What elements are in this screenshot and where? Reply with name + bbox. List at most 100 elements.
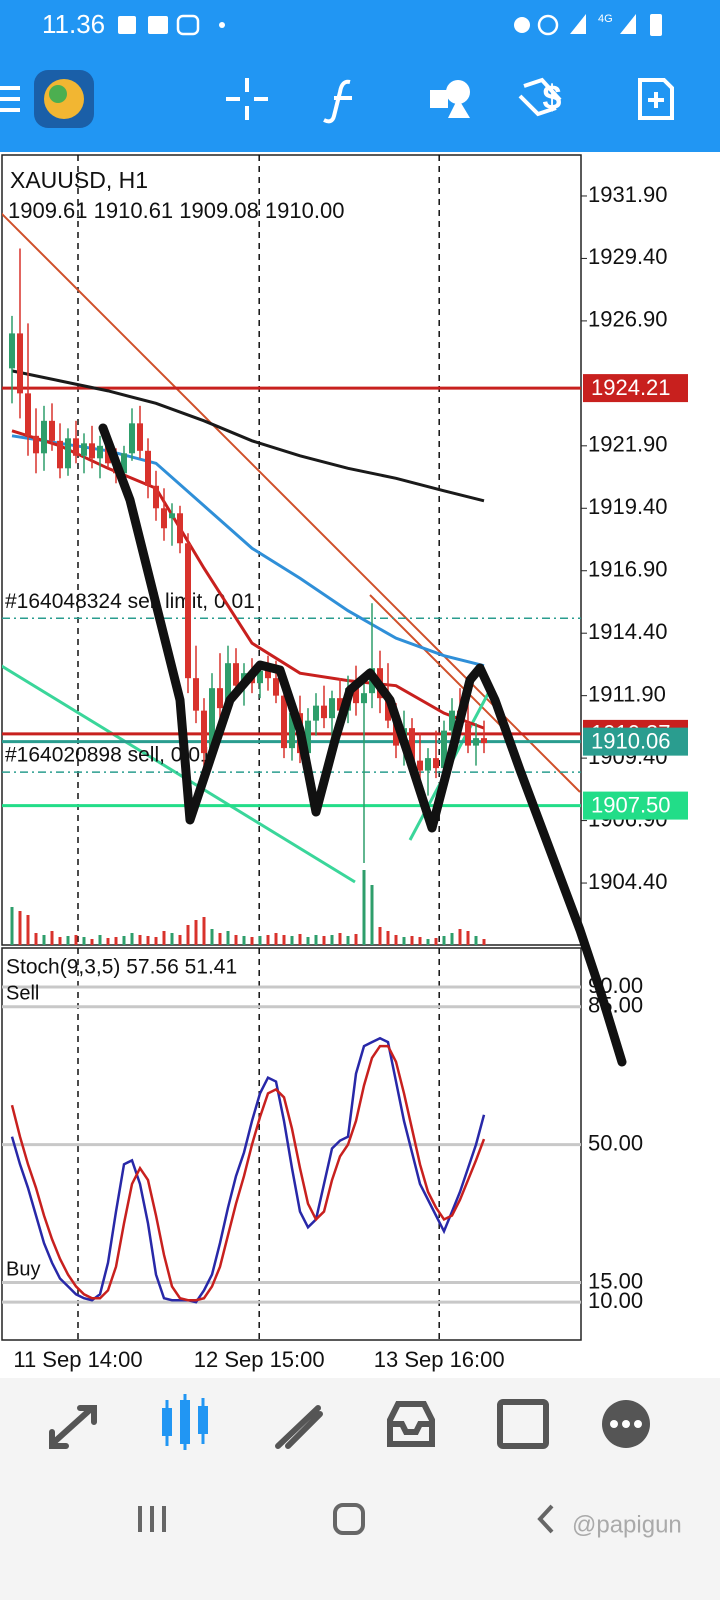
volume-bar [434,938,438,945]
volume-bar [50,931,54,945]
tab-icons[interactable] [49,1399,549,1449]
y-tick-label: 1931.90 [588,182,668,207]
system-nav[interactable] [138,1503,554,1535]
volume-bar [410,936,414,945]
candle-body [449,710,455,731]
x-tick-label: 12 Sep 15:00 [194,1347,325,1372]
volume-bar [418,937,422,945]
candle-body [161,508,167,529]
volume-bar [154,937,158,945]
price-tag [583,727,688,756]
volume-bar [18,911,22,945]
trade-icon[interactable]: $ [543,79,562,117]
candle-body [361,693,367,704]
candle-body [9,333,15,369]
candle-body [289,713,295,749]
candle-body [441,730,447,769]
candle-body [353,688,359,704]
volume-bar [482,939,486,945]
volume-bar [138,935,142,945]
candle-body [25,393,31,436]
volume-bar [266,935,270,945]
network-label: 4G [598,13,613,25]
volume-bar [10,907,14,945]
hand-drawing [98,423,627,1067]
candle-body [257,670,263,684]
volume-bar [98,935,102,945]
volume-bar [122,936,126,945]
candle-body [433,758,439,769]
volume-bar [186,925,190,945]
volume-bar [330,935,334,945]
volume-bar [314,935,318,945]
candle-body [265,670,271,679]
candle-body [57,440,63,469]
candle-body [73,438,79,456]
volume-bar [58,937,62,945]
candle-body [105,445,111,464]
volume-bar [82,937,86,945]
x-tick-label: 11 Sep 14:00 [13,1347,142,1372]
stoch-line [10,1044,486,1302]
status-time: 11.36 [42,9,105,39]
y-tick-label: 1911.90 [588,681,666,706]
volume-bar [250,937,254,945]
volume-bar [226,931,230,945]
volume-bar [90,939,94,945]
stoch-tick-label: 50.00 [588,1130,643,1155]
candle-body [201,710,207,754]
volume-bar [402,937,406,945]
volume-bar [474,936,478,945]
objects-icon[interactable] [430,80,470,118]
candle-body [177,513,183,544]
stoch-plot [2,948,581,1340]
volume-bar [218,933,222,945]
toolbar [0,52,720,152]
candle-body [393,720,399,746]
candle-body [17,333,23,394]
moving-average [11,369,485,503]
toolbar-icons[interactable] [0,77,674,124]
volume-bar [282,935,286,945]
candle-body [321,705,327,719]
tab-chat[interactable] [602,1400,650,1448]
volume-bar [458,929,462,945]
candle-body [273,678,279,696]
candle-body [97,445,103,459]
bottom-bar [0,1378,720,1600]
volume-bar [426,939,430,945]
candle-body [33,435,39,454]
watermark: @papigun [572,1511,682,1538]
candle-body [329,698,335,719]
tab-chart-selected[interactable] [162,1394,208,1450]
candle-body [81,443,87,456]
candle-body [193,678,199,711]
stoch-tick-label: 15.00 [588,1268,643,1293]
price-tag-label: 1924.21 [591,375,671,400]
candle-body [417,760,423,771]
volume-bar [442,936,446,945]
x-tick-label: 13 Sep 16:00 [374,1347,505,1372]
candle-body [481,738,487,744]
price-tag-label: 1910.06 [591,728,671,753]
candle-body [49,420,55,441]
candle-body [121,453,127,474]
status-icons [118,14,662,36]
stoch-line [10,1036,486,1304]
volume-bar [26,915,30,945]
volume-bar [290,936,294,945]
volume-bar [178,935,182,945]
volume-bar [298,934,302,945]
y-tick-label: 1929.40 [588,244,668,269]
volume-bar [306,937,310,945]
stoch-label: Stoch(9,3,5) 57.56 51.41 [6,956,237,979]
app-logo[interactable] [34,70,94,128]
candle-body [89,443,95,459]
volume-bar [162,931,166,945]
volume-bar [394,935,398,945]
volume-bar [106,938,110,945]
candle-body [209,688,215,754]
candle-body [41,420,47,454]
